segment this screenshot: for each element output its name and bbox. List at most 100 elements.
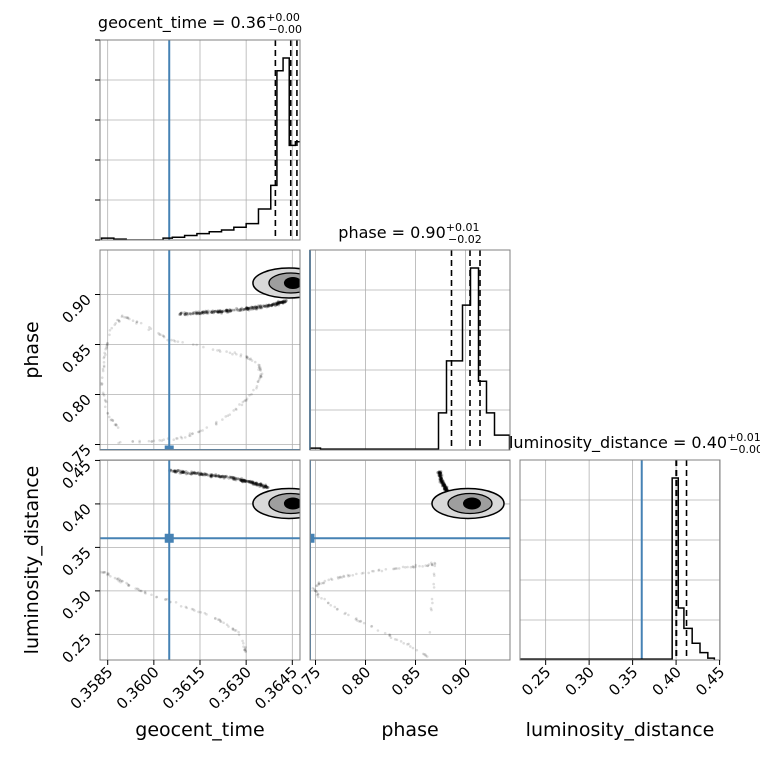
sample-point bbox=[254, 482, 258, 485]
sample-point bbox=[344, 611, 347, 615]
sample-point bbox=[241, 478, 245, 482]
sample-point bbox=[216, 474, 220, 477]
sample-point bbox=[219, 310, 223, 314]
sample-point bbox=[195, 311, 199, 315]
sample-point bbox=[187, 472, 190, 475]
sample-point bbox=[226, 310, 229, 313]
sample-point bbox=[219, 620, 222, 623]
sample-point bbox=[347, 613, 350, 617]
sample-point bbox=[439, 476, 443, 480]
sample-point bbox=[281, 301, 285, 304]
sample-point bbox=[437, 471, 441, 475]
sample-point bbox=[216, 618, 220, 621]
sample-point bbox=[315, 584, 318, 588]
sample-point bbox=[277, 301, 281, 305]
sample-point bbox=[181, 470, 185, 473]
sample-point bbox=[140, 589, 143, 593]
sample-point bbox=[258, 485, 262, 488]
dense-samples bbox=[168, 468, 270, 490]
sample-point bbox=[256, 483, 260, 487]
sample-point bbox=[251, 481, 255, 485]
sample-point bbox=[178, 471, 182, 475]
sample-point bbox=[347, 574, 350, 578]
sample-point bbox=[404, 566, 407, 569]
sample-point bbox=[243, 480, 247, 484]
sample-point bbox=[191, 343, 195, 346]
sample-point bbox=[264, 304, 268, 308]
sample-point bbox=[259, 306, 262, 309]
sample-point bbox=[105, 346, 108, 350]
sample-point bbox=[204, 472, 208, 476]
sample-point bbox=[275, 302, 278, 306]
sample-point bbox=[258, 484, 262, 488]
sample-point bbox=[275, 301, 279, 305]
sample-point bbox=[242, 642, 245, 645]
sample-point bbox=[439, 478, 442, 482]
sample-point bbox=[209, 310, 212, 314]
sample-point bbox=[264, 485, 268, 488]
sample-point bbox=[283, 300, 287, 304]
sample-point bbox=[259, 369, 262, 372]
sample-point bbox=[185, 312, 188, 316]
sample-point bbox=[265, 485, 269, 488]
sample-point bbox=[278, 300, 282, 304]
sample-point bbox=[255, 305, 259, 309]
sample-point bbox=[231, 352, 234, 356]
sample-point bbox=[261, 485, 265, 488]
sample-point bbox=[430, 597, 434, 601]
sample-point bbox=[443, 486, 447, 489]
sample-point bbox=[241, 479, 245, 482]
sample-point bbox=[234, 629, 238, 632]
sample-point bbox=[443, 483, 447, 487]
histogram-phase bbox=[310, 267, 510, 450]
sample-point bbox=[270, 304, 273, 307]
sample-point bbox=[245, 306, 249, 309]
sample-point bbox=[182, 470, 185, 474]
sample-point bbox=[258, 363, 261, 367]
sample-point bbox=[205, 613, 208, 616]
sample-point bbox=[438, 473, 442, 476]
sample-point bbox=[247, 480, 251, 483]
sample-point bbox=[359, 620, 362, 623]
sample-point bbox=[370, 569, 374, 573]
sample-point bbox=[437, 472, 441, 476]
sample-point bbox=[439, 479, 443, 482]
sample-point bbox=[440, 477, 443, 481]
sample-point bbox=[444, 488, 448, 492]
sample-point bbox=[441, 479, 445, 483]
sample-point bbox=[164, 598, 167, 601]
sample-point bbox=[228, 351, 232, 355]
sample-point bbox=[370, 624, 374, 628]
sample-point bbox=[120, 315, 124, 319]
sample-point bbox=[315, 584, 319, 587]
sample-point bbox=[220, 310, 223, 313]
sample-point bbox=[263, 304, 266, 308]
sample-point bbox=[430, 561, 433, 565]
sample-point bbox=[255, 386, 258, 390]
sample-point bbox=[266, 304, 269, 307]
sample-point bbox=[443, 483, 446, 487]
sample-point bbox=[438, 474, 441, 478]
sample-point bbox=[439, 476, 443, 480]
sample-point bbox=[102, 356, 106, 360]
sample-point bbox=[277, 301, 281, 305]
sample-point bbox=[439, 475, 442, 479]
sample-point bbox=[226, 414, 230, 418]
sample-point bbox=[218, 310, 222, 314]
sample-point bbox=[116, 578, 120, 581]
sample-point bbox=[245, 355, 249, 359]
sample-point bbox=[179, 435, 183, 439]
sample-point bbox=[254, 481, 258, 485]
sample-point bbox=[232, 308, 236, 312]
sample-point bbox=[205, 310, 209, 314]
sample-point bbox=[215, 474, 219, 478]
sample-point bbox=[218, 618, 222, 622]
sample-point bbox=[411, 646, 415, 650]
sample-point bbox=[218, 310, 221, 314]
x-axis-label-luminosity_distance: luminosity_distance bbox=[526, 719, 715, 741]
title-lower: −0.00 bbox=[268, 23, 302, 36]
sample-point bbox=[442, 482, 446, 485]
axes-frame bbox=[309, 249, 511, 451]
sample-point bbox=[284, 300, 288, 303]
